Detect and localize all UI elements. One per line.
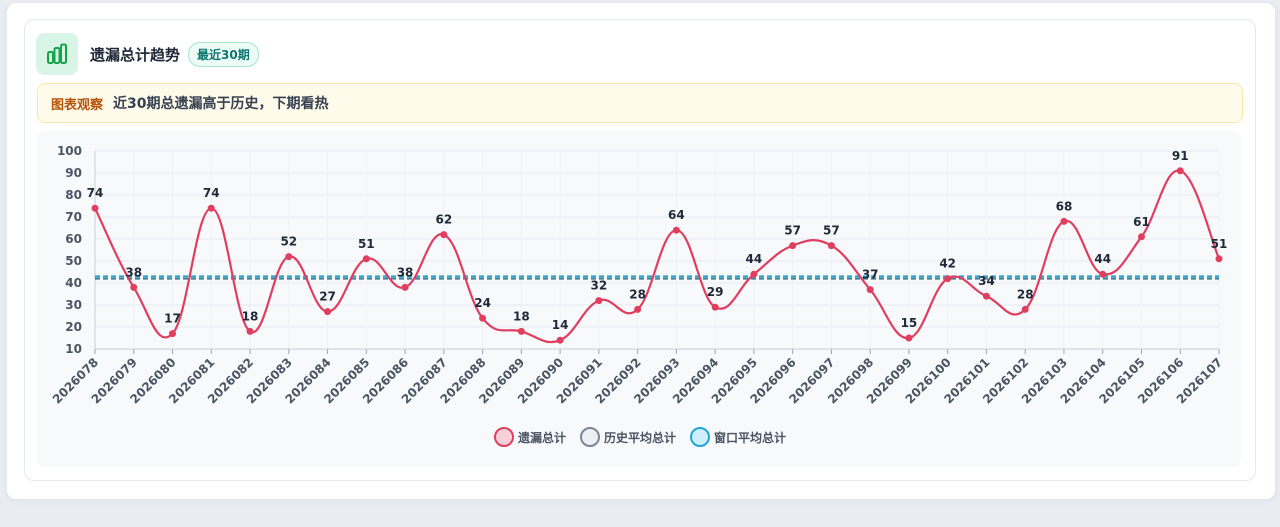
data-label: 38 [125, 265, 142, 279]
data-point [324, 308, 332, 316]
card-title: 遗漏总计趋势 [90, 45, 181, 64]
data-point [634, 305, 642, 313]
data-point [440, 231, 448, 239]
data-label: 17 [164, 312, 181, 326]
data-point [789, 242, 797, 250]
y-tick-label: 90 [65, 166, 82, 180]
data-label: 51 [1211, 237, 1228, 251]
data-label: 57 [784, 224, 801, 238]
chart-legend: 遗漏总计 历史平均总计 窗口平均总计 [0, 427, 1280, 447]
legend-swatch-window-avg [690, 427, 710, 447]
data-label: 28 [629, 287, 646, 301]
data-point [905, 334, 913, 342]
data-point [982, 292, 990, 300]
data-point [246, 327, 254, 335]
data-point [130, 283, 138, 291]
y-tick-label: 100 [57, 144, 82, 158]
data-point [1137, 233, 1145, 241]
insight-text: 近30期总遗漏高于历史，下期看热 [113, 96, 329, 112]
y-tick-label: 50 [65, 254, 82, 268]
data-label: 29 [707, 285, 724, 299]
y-tick-label: 70 [65, 210, 82, 224]
data-point [1176, 167, 1184, 175]
data-point [169, 330, 177, 338]
data-label: 68 [1056, 199, 1073, 213]
y-tick-label: 20 [65, 320, 82, 334]
data-label: 74 [87, 186, 104, 200]
data-point [1021, 305, 1029, 313]
legend-label-series: 遗漏总计 [517, 430, 566, 445]
data-label: 44 [746, 252, 763, 266]
legend-swatch-history-avg [579, 427, 600, 447]
data-point [517, 327, 525, 335]
data-label: 44 [1094, 252, 1111, 266]
legend-item-window-avg[interactable]: 窗口平均总计 [690, 427, 786, 447]
legend-item-history-avg[interactable]: 历史平均总计 [579, 427, 676, 447]
data-point [479, 314, 487, 322]
data-label: 57 [823, 224, 840, 238]
bar-chart-icon [36, 33, 78, 75]
data-label: 64 [668, 208, 685, 222]
data-label: 37 [862, 268, 879, 282]
y-tick-label: 60 [65, 232, 82, 246]
data-label: 27 [319, 290, 336, 304]
data-point [711, 303, 719, 311]
y-tick-label: 80 [65, 188, 82, 202]
data-point [1060, 217, 1068, 225]
data-label: 32 [591, 279, 608, 293]
data-point [1215, 255, 1223, 263]
data-point [556, 336, 564, 344]
data-point [595, 297, 603, 305]
data-point [750, 270, 758, 278]
data-label: 38 [397, 265, 414, 279]
legend-swatch-series [493, 427, 514, 447]
data-label: 42 [939, 257, 956, 271]
data-label: 24 [474, 296, 491, 310]
legend-item-series[interactable]: 遗漏总计 [493, 427, 566, 447]
insight-banner: 图表观察 近30期总遗漏高于历史，下期看热 [37, 83, 1243, 123]
data-label: 15 [901, 316, 918, 330]
data-label: 74 [203, 186, 220, 200]
data-label: 91 [1172, 149, 1189, 163]
data-point [401, 283, 409, 291]
insight-label: 图表观察 [51, 97, 104, 113]
y-tick-label: 40 [65, 276, 82, 290]
data-point [91, 204, 99, 212]
data-label: 52 [280, 235, 297, 249]
legend-label-window-avg: 窗口平均总计 [714, 430, 787, 445]
y-tick-label: 30 [65, 298, 82, 312]
data-point [362, 255, 370, 263]
data-label: 51 [358, 237, 375, 251]
data-label: 14 [552, 318, 569, 332]
card-header: 遗漏总计趋势 最近30期 [36, 32, 259, 76]
period-badge: 最近30期 [188, 41, 259, 67]
legend-label-history-avg: 历史平均总计 [603, 430, 676, 445]
data-label: 18 [513, 309, 530, 323]
data-point [944, 275, 952, 283]
data-point [866, 286, 874, 294]
data-label: 62 [435, 213, 452, 227]
data-point [1099, 270, 1107, 278]
data-point [207, 204, 215, 212]
series-line [94, 169, 1221, 344]
data-label: 61 [1133, 215, 1150, 229]
data-label: 28 [1017, 287, 1034, 301]
data-point [827, 242, 835, 250]
data-point [285, 253, 293, 261]
data-label: 34 [978, 274, 995, 288]
y-tick-label: 10 [65, 342, 82, 356]
data-point [672, 226, 680, 234]
data-label: 18 [242, 309, 259, 323]
